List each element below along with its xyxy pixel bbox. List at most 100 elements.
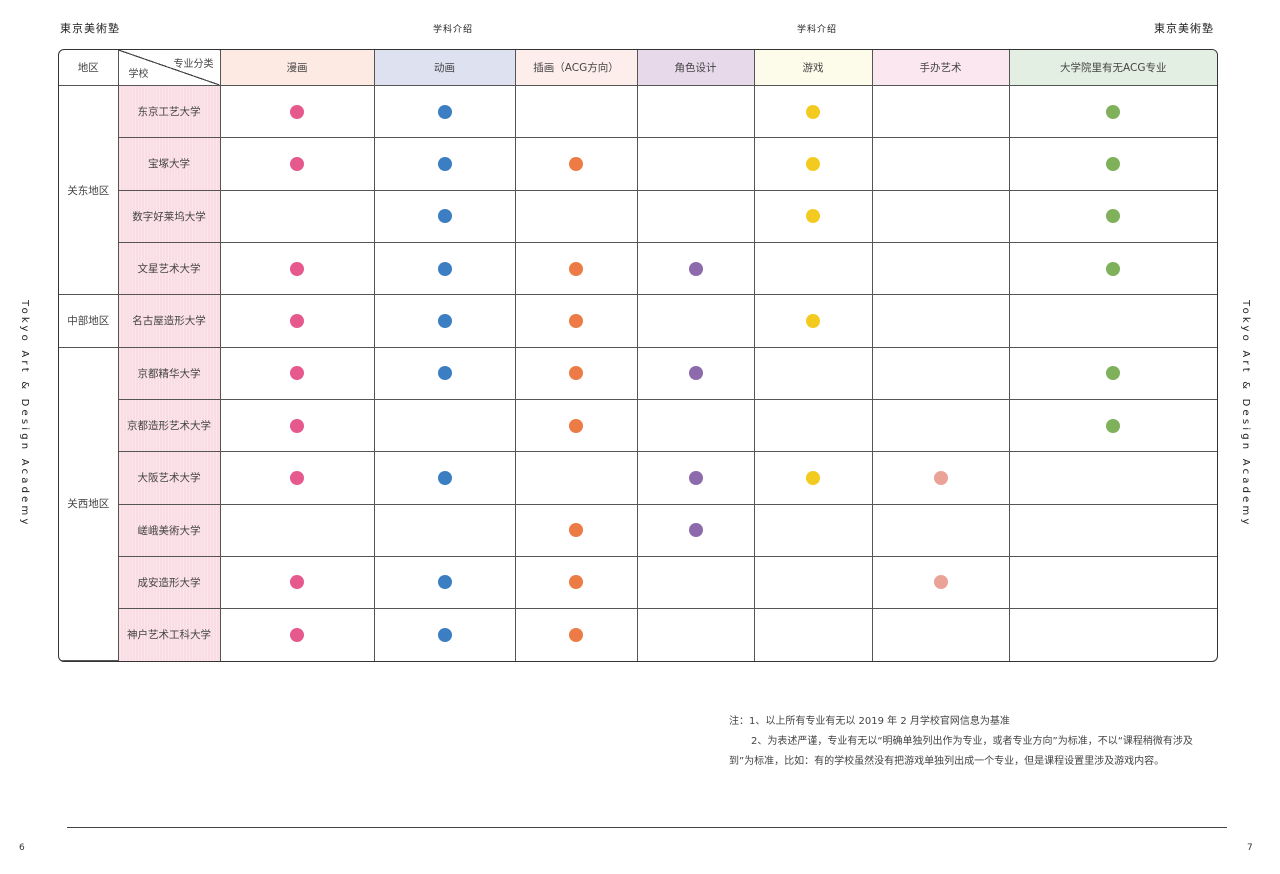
- manga-available-dot: [290, 366, 304, 381]
- cell-character: [636, 608, 755, 661]
- cell-game: [753, 137, 873, 191]
- cell-anime: [373, 84, 516, 139]
- acg-grad-available-dot: [1106, 209, 1121, 224]
- cell-acg-grad: [1008, 137, 1217, 191]
- region-cell: 关西地区: [59, 346, 119, 661]
- character-available-dot: [688, 261, 703, 276]
- illustration-available-dot: [569, 418, 583, 433]
- character-available-dot: [688, 470, 703, 485]
- acg-grad-available-dot: [1106, 261, 1121, 276]
- cell-game: [753, 398, 873, 453]
- column-header-character: 角色设计: [636, 50, 755, 86]
- manga-available-dot: [290, 575, 304, 590]
- cell-character: [636, 137, 755, 191]
- column-header-game: 游戏: [753, 50, 873, 86]
- cell-illustration: [514, 608, 638, 661]
- region-header: 地区: [59, 50, 119, 86]
- column-header-illustration: 插画（ACG方向）: [514, 50, 638, 86]
- cell-figure: [871, 137, 1010, 191]
- anime-available-dot: [437, 209, 452, 224]
- table-row: 关西地区 京都精华大学: [59, 346, 1217, 661]
- cell-illustration: [514, 84, 638, 139]
- manga-available-dot: [290, 104, 304, 119]
- cell-character: [636, 241, 755, 296]
- illustration-available-dot: [569, 523, 583, 538]
- cell-character: [636, 398, 755, 453]
- cell-anime: [373, 137, 516, 191]
- school-name-cell: 大阪艺术大学: [118, 451, 221, 505]
- school-name-cell: 京都造形艺术大学: [118, 398, 221, 453]
- cell-illustration: [514, 503, 638, 557]
- illustration-available-dot: [569, 366, 583, 381]
- cell-manga: [219, 241, 375, 296]
- game-available-dot: [806, 313, 820, 328]
- cell-game: [753, 503, 873, 557]
- column-header-acg-grad: 大学院里有无ACG专业: [1008, 50, 1217, 86]
- illustration-available-dot: [569, 575, 583, 590]
- cell-figure: [871, 294, 1010, 348]
- cell-acg-grad: [1008, 346, 1217, 400]
- cell-anime: [373, 608, 516, 661]
- column-header-figure: 手办艺术: [871, 50, 1010, 86]
- manga-available-dot: [290, 313, 304, 328]
- cell-character: [636, 294, 755, 348]
- illustration-available-dot: [569, 627, 583, 642]
- acg-grad-available-dot: [1106, 366, 1121, 381]
- cell-illustration: [514, 398, 638, 453]
- footer-divider: [67, 827, 1227, 828]
- cell-manga: [219, 189, 375, 243]
- table-row: 大阪艺术大学: [59, 451, 1217, 505]
- cell-figure: [871, 398, 1010, 453]
- school-name-cell: 宝塚大学: [118, 137, 221, 191]
- cell-figure: [871, 451, 1010, 505]
- table-row: 关东地区 东京工艺大学: [59, 84, 1217, 296]
- cell-acg-grad: [1008, 294, 1217, 348]
- illustration-available-dot: [569, 156, 583, 171]
- acg-grad-available-dot: [1106, 418, 1121, 433]
- cell-manga: [219, 555, 375, 610]
- cell-character: [636, 84, 755, 139]
- cell-anime: [373, 346, 516, 400]
- cell-game: [753, 451, 873, 505]
- cell-acg-grad: [1008, 241, 1217, 296]
- character-available-dot: [688, 523, 703, 538]
- cell-game: [753, 189, 873, 243]
- cell-game: [753, 346, 873, 400]
- school-name-cell: 京都精华大学: [117, 346, 221, 400]
- cell-manga: [219, 398, 375, 453]
- side-label-right: Tokyo Art & Design Academy: [1240, 300, 1251, 528]
- cell-character: [636, 189, 755, 243]
- game-available-dot: [806, 209, 820, 224]
- manga-available-dot: [290, 261, 304, 276]
- cell-illustration: [514, 555, 638, 610]
- cell-game: [753, 555, 873, 610]
- section-title-left: 学科介绍: [433, 25, 474, 35]
- cell-illustration: [514, 294, 638, 348]
- cell-figure: [871, 241, 1010, 296]
- footnotes: 注：1、以上所有专业有无以 2019 年 2 月学校官网信息为基准 2、为表述严…: [729, 712, 1193, 772]
- cell-acg-grad: [1008, 451, 1217, 505]
- cell-anime: [373, 555, 516, 610]
- cell-character: [636, 451, 755, 505]
- table-row: 成安造形大学: [59, 555, 1217, 610]
- cell-manga: [219, 346, 375, 400]
- figure-available-dot: [933, 575, 948, 590]
- cell-anime: [373, 451, 516, 505]
- cell-manga: [219, 503, 375, 557]
- school-name-cell: 神户艺术工科大学: [118, 608, 221, 661]
- cell-figure: [871, 503, 1010, 557]
- manga-available-dot: [290, 418, 304, 433]
- school-name-cell: 成安造形大学: [118, 555, 221, 610]
- region-cell: 关东地区: [59, 84, 119, 296]
- school-name-cell: 文星艺术大学: [118, 241, 221, 296]
- cell-manga: [219, 451, 375, 505]
- column-header-anime: 动画: [373, 50, 516, 86]
- anime-available-dot: [437, 470, 452, 485]
- table-row: 中部地区 名古屋造形大学: [59, 294, 1217, 348]
- cell-game: [753, 84, 873, 139]
- cell-manga: [219, 137, 375, 191]
- table-row: 京都造形艺术大学: [59, 398, 1217, 453]
- cell-anime: [373, 241, 516, 296]
- column-header-manga: 漫画: [219, 50, 375, 86]
- cell-illustration: [514, 451, 638, 505]
